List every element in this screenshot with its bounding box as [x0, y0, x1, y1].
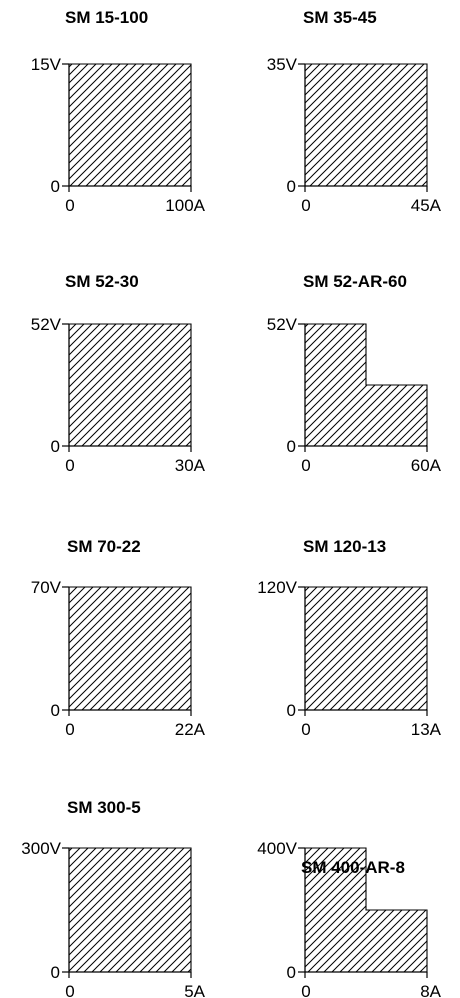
current-max-label: 60A [411, 456, 442, 475]
diagram-panel: SM 300-5 300V 00 5A [21, 798, 205, 998]
diagram-title: SM 300-5 [67, 798, 141, 817]
current-max-label: 30A [175, 456, 206, 475]
voltage-zero-label: 0 [51, 963, 60, 982]
current-zero-label: 0 [65, 720, 74, 739]
current-max-label: 8A [420, 982, 441, 998]
envelope-area [68, 586, 192, 711]
voltage-max-label: 15V [31, 55, 62, 74]
diagram-panel: SM 120-13 120V 00 13A [257, 537, 441, 739]
current-max-label: 5A [184, 982, 205, 998]
current-zero-label: 0 [65, 196, 74, 215]
voltage-max-label: 52V [267, 315, 298, 334]
current-zero-label: 0 [301, 720, 310, 739]
envelope-area [304, 586, 428, 711]
envelope-area [68, 63, 192, 187]
current-max-label: 45A [411, 196, 442, 215]
diagram-title: SM 15-100 [65, 8, 148, 27]
diagram-panel: SM 35-45 35V 00 45A [267, 8, 442, 215]
diagram-title: SM 120-13 [303, 537, 386, 556]
diagram-panel: SM 15-100 15V 00 100A [31, 8, 206, 215]
voltage-zero-label: 0 [287, 701, 296, 720]
voltage-zero-label: 0 [287, 437, 296, 456]
voltage-max-label: 400V [257, 839, 297, 858]
diagram-title: SM 52-AR-60 [303, 272, 407, 291]
current-zero-label: 0 [65, 456, 74, 475]
voltage-zero-label: 0 [51, 177, 60, 196]
current-zero-label: 0 [65, 982, 74, 998]
diagram-title: SM 400-AR-8 [301, 858, 405, 877]
voltage-zero-label: 0 [287, 177, 296, 196]
voltage-max-label: 70V [31, 578, 62, 597]
diagram-panel: SM 52-30 52V 00 30A [31, 272, 206, 475]
diagram-title: SM 70-22 [67, 537, 141, 556]
current-zero-label: 0 [301, 196, 310, 215]
envelope-area [304, 323, 428, 447]
envelope-area [68, 847, 192, 973]
current-max-label: 100A [165, 196, 205, 215]
current-max-label: 22A [175, 720, 206, 739]
envelope-area [304, 63, 428, 187]
envelope-area [68, 323, 192, 447]
diagram-title: SM 52-30 [65, 272, 139, 291]
diagram-panel: SM 70-22 70V 00 22A [31, 537, 206, 739]
voltage-zero-label: 0 [51, 437, 60, 456]
current-zero-label: 0 [301, 456, 310, 475]
diagram-title: SM 35-45 [303, 8, 377, 27]
voltage-max-label: 300V [21, 839, 61, 858]
voltage-max-label: 35V [267, 55, 298, 74]
voltage-max-label: 52V [31, 315, 62, 334]
voltage-zero-label: 0 [287, 963, 296, 982]
voltage-max-label: 120V [257, 578, 297, 597]
voltage-zero-label: 0 [51, 701, 60, 720]
current-zero-label: 0 [301, 982, 310, 998]
current-max-label: 13A [411, 720, 442, 739]
diagram-panel: SM 52-AR-60 52V 00 60A [267, 272, 442, 475]
